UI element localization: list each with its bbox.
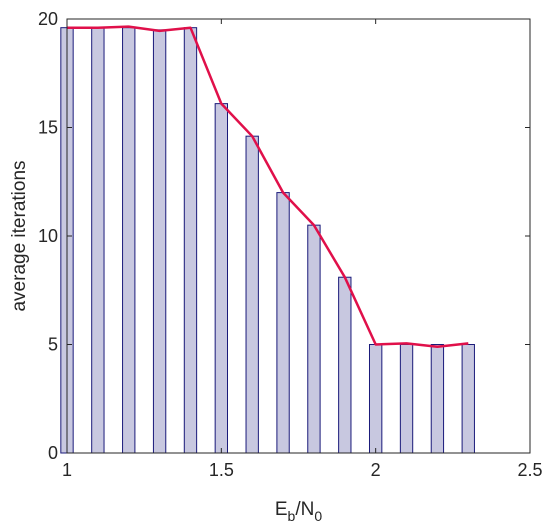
plot-frame [66,18,531,454]
y-axis-label: average iterations [9,160,30,311]
ticks-group: 1 1.5 2 2.5 0 5 10 15 20 [38,9,543,480]
bar [91,27,105,454]
bar [183,27,198,454]
line-series [67,25,469,348]
bar [338,276,352,454]
bar [430,344,445,454]
bar [307,224,321,454]
bars-group [60,27,475,454]
y-tick-label: 15 [38,118,58,138]
x-tick-label: 1.5 [209,460,234,480]
x-tick-label: 2.5 [517,460,542,480]
bar [368,344,383,454]
y-tick-label: 0 [48,443,58,463]
line-series-group [67,25,469,348]
x-axis-label-sep: /N [295,499,314,520]
y-tick-label: 5 [48,335,58,355]
bar [276,192,290,454]
y-tick-label: 10 [38,226,58,246]
bar [399,344,414,454]
bar [461,344,475,454]
x-axis-label-sub1: b [288,508,296,524]
bar [152,29,167,454]
bar [122,27,136,454]
y-tick-label: 20 [38,9,58,29]
x-axis-label: Eb/N0 [275,499,322,524]
x-tick-label: 1 [62,460,72,480]
x-tick-label: 2 [371,460,381,480]
x-axis-label-sub2: 0 [314,508,322,524]
x-axis-label-main: E [275,499,288,520]
bar [214,103,229,454]
bar [245,135,259,454]
